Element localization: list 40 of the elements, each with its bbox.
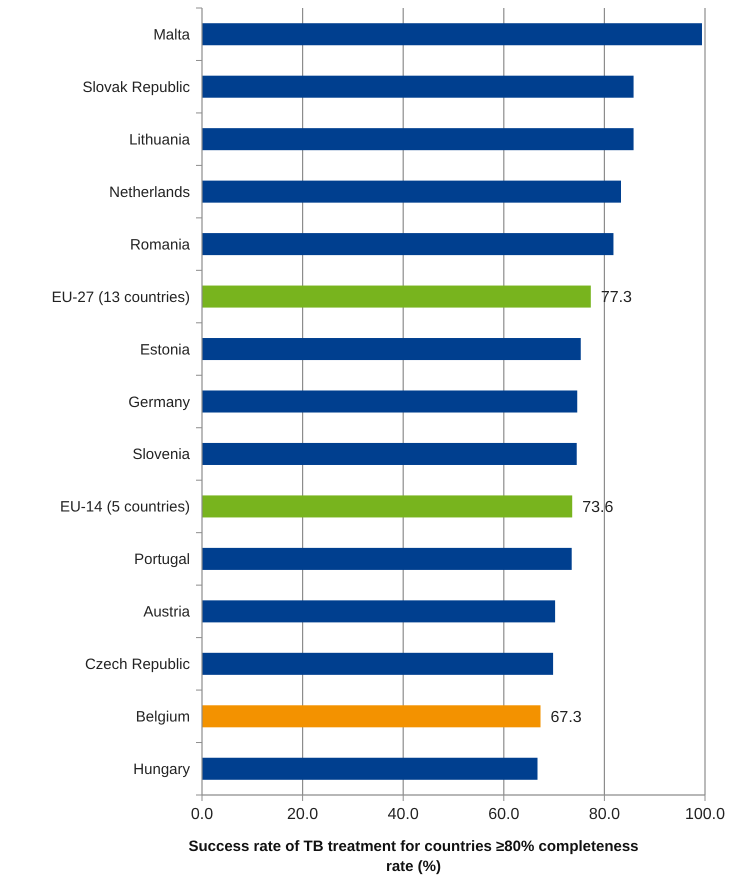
bar (202, 286, 591, 308)
x-tick-label: 40.0 (388, 806, 419, 823)
x-tick-label: 60.0 (488, 806, 520, 823)
data-label: 67.3 (550, 708, 582, 726)
y-tick-label: Slovak Republic (82, 78, 190, 96)
y-tick-label: Czech Republic (84, 656, 190, 674)
bar (202, 600, 556, 622)
y-tick-label: Romania (130, 236, 191, 254)
x-tick-label: 100.0 (684, 806, 726, 823)
data-label: 77.3 (600, 289, 632, 306)
bar (202, 76, 634, 98)
bar (202, 758, 538, 780)
y-tick-label: Malta (153, 26, 191, 44)
bar (202, 233, 614, 256)
bar (202, 128, 634, 150)
x-tick-label: 20.0 (287, 806, 318, 823)
bar (202, 495, 572, 518)
bar (202, 442, 577, 465)
y-tick-label: Lithuania (129, 131, 191, 148)
y-tick-label: Netherlands (109, 184, 190, 201)
bar (202, 652, 554, 675)
y-tick-label: Germany (128, 394, 190, 411)
bar (202, 548, 572, 570)
bar (202, 390, 578, 413)
y-tick-label: Belgium (136, 708, 190, 726)
y-tick-label: EU-14 (5 countries) (60, 498, 190, 516)
y-tick-label: Austria (143, 604, 191, 621)
x-axis-title: Success rate of TB treatment for countries ≥80% completeness rate (%) (188, 838, 639, 875)
y-tick-label: Slovenia (132, 446, 191, 464)
bar (202, 180, 621, 203)
y-tick-label: Hungary (133, 761, 190, 778)
y-tick-label: Portugal (134, 551, 190, 568)
bar (202, 705, 541, 728)
y-tick-label: Estonia (140, 341, 191, 358)
bar (202, 23, 702, 46)
y-tick-label: EU-27 (13 countries) (52, 288, 190, 306)
x-tick-label: 80.0 (588, 806, 620, 823)
x-tick-label: 0.0 (190, 806, 214, 823)
data-label: 73.6 (582, 499, 614, 516)
bar (202, 338, 581, 360)
